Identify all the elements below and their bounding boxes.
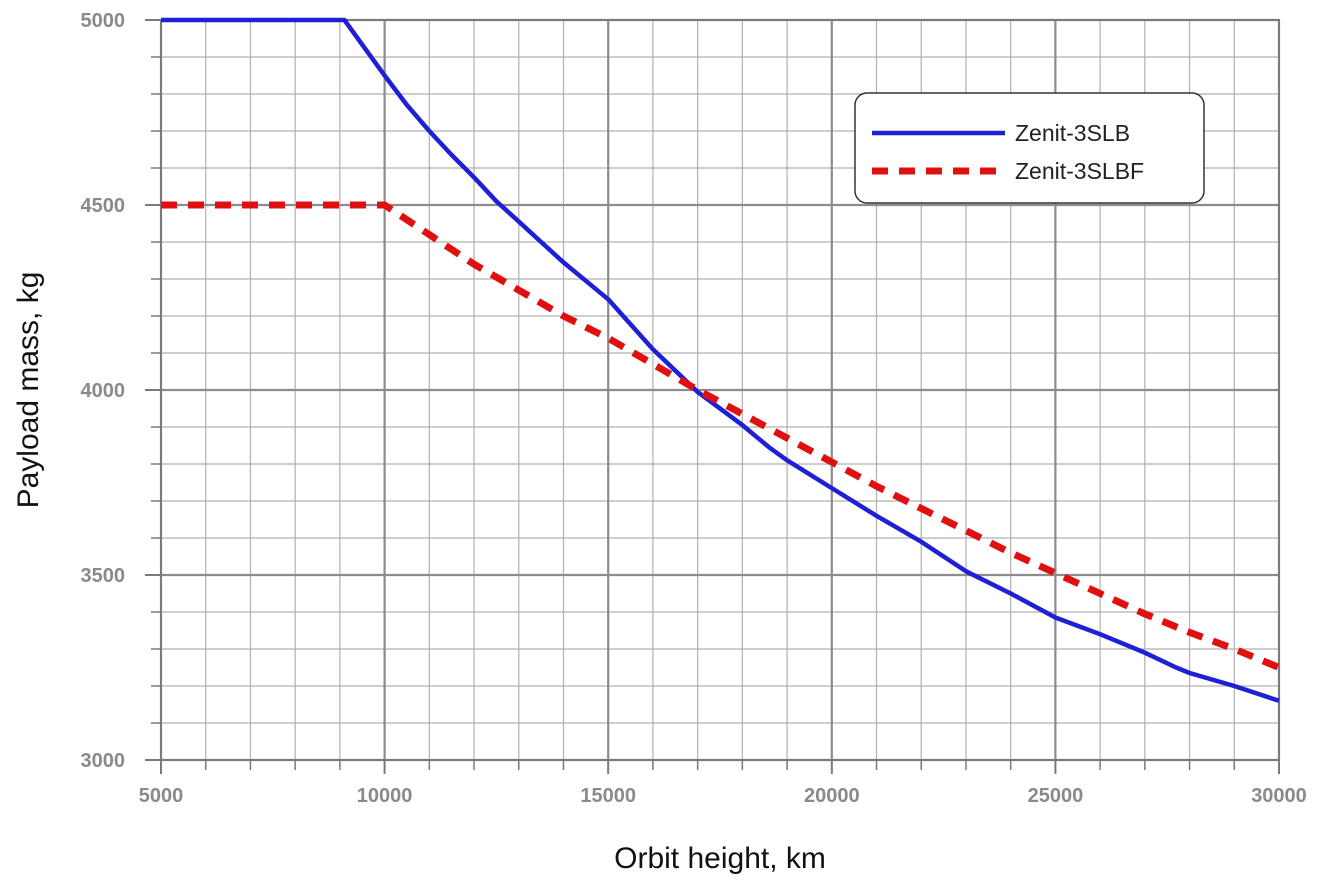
legend: Zenit-3SLB Zenit-3SLBF [854,92,1205,204]
y-tick-label: 3000 [81,750,126,772]
legend-box [854,92,1205,204]
y-tick-label: 4000 [81,380,126,402]
x-tick-label: 10000 [357,785,413,807]
x-tick-label: 15000 [580,785,636,807]
series-line-zenit-3slbf [161,201,1281,671]
y-tick-label: 3500 [81,565,126,587]
tick-labels: 5000 10000 15000 20000 25000 30000 3000 3500 400… [81,10,1307,807]
x-tick-label: 25000 [1028,785,1084,807]
tick-marks [145,19,1280,774]
y-axis-title: Payload mass, kg [12,272,45,509]
series-line-zenit-3slb [161,17,1280,703]
legend-label-zenit-3slbf: Zenit-3SLBF [1015,158,1144,184]
series-lines [161,17,1281,703]
legend-label-zenit-3slb: Zenit-3SLB [1015,120,1130,146]
x-tick-label: 30000 [1251,785,1307,807]
x-tick-label: 20000 [804,785,860,807]
x-tick-label: 5000 [139,785,184,807]
x-axis-title: Orbit height, km [614,842,826,875]
y-tick-label: 4500 [81,195,126,217]
y-tick-label: 5000 [81,10,126,32]
